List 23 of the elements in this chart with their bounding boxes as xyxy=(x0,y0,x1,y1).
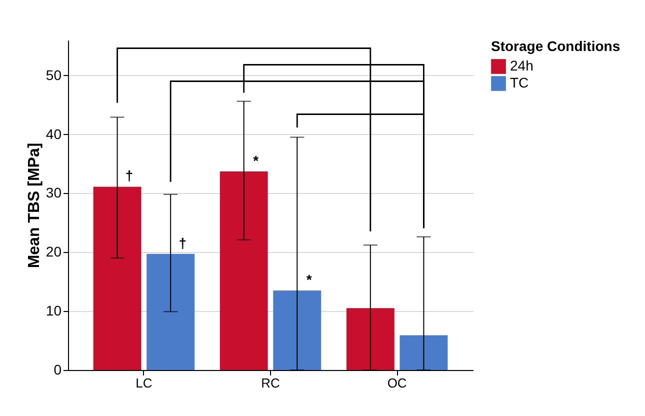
bar xyxy=(346,308,394,370)
annotation: † xyxy=(125,168,134,184)
y-tick-label: 30 xyxy=(46,184,62,201)
bar xyxy=(146,254,195,370)
y-axis-title: Mean TBS [MPa] xyxy=(26,142,43,268)
y-tick-label: 0 xyxy=(54,362,62,378)
y-tick-label: 20 xyxy=(46,244,62,260)
y-tick-label: 40 xyxy=(46,126,62,142)
bar xyxy=(220,171,268,370)
x-tick-label: RC xyxy=(261,376,280,390)
x-tick-label: OC xyxy=(387,376,407,390)
bar xyxy=(400,335,448,370)
legend-label: TC xyxy=(510,74,529,90)
legend-label: 24h xyxy=(510,58,534,74)
annotation: * xyxy=(253,152,260,168)
x-tick-label: LC xyxy=(136,376,152,390)
bar xyxy=(93,186,142,370)
annotation: * xyxy=(306,271,312,288)
y-tick-label: 10 xyxy=(46,302,62,319)
annotation: † xyxy=(178,234,186,251)
bar xyxy=(273,290,322,370)
y-tick-label: 50 xyxy=(46,66,62,83)
legend-title: Storage Conditions xyxy=(491,38,620,54)
